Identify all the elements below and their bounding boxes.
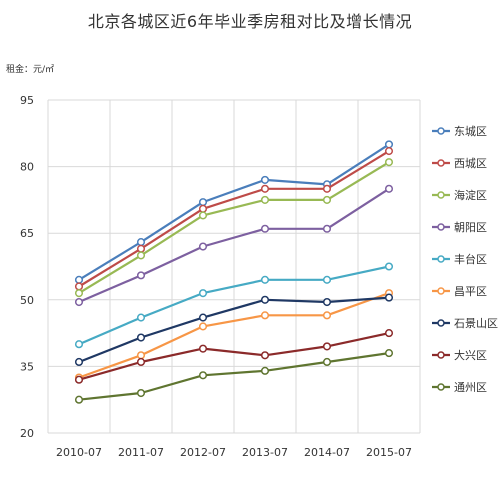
data-point bbox=[136, 388, 146, 398]
data-point bbox=[260, 275, 270, 284]
legend-label: 朝阳区 bbox=[454, 221, 487, 234]
legend-marker bbox=[437, 223, 445, 231]
data-point bbox=[74, 297, 84, 307]
series-line bbox=[78, 161, 390, 295]
y-tick-label: 65 bbox=[20, 227, 34, 240]
data-point bbox=[260, 175, 270, 184]
data-point bbox=[322, 195, 332, 204]
data-point bbox=[198, 344, 208, 353]
series-line bbox=[78, 187, 390, 304]
data-point bbox=[74, 375, 84, 384]
data-point bbox=[136, 244, 146, 253]
legend-label: 大兴区 bbox=[454, 348, 487, 362]
y-tick-label: 20 bbox=[20, 427, 34, 440]
data-point bbox=[322, 342, 332, 351]
legend-label: 石景山区 bbox=[454, 317, 498, 330]
data-point bbox=[384, 140, 394, 149]
data-point bbox=[260, 311, 270, 320]
x-tick-label: 2015-07 bbox=[366, 446, 412, 459]
x-tick-label: 2011-07 bbox=[118, 446, 164, 459]
data-point bbox=[198, 313, 208, 322]
data-point bbox=[198, 211, 208, 220]
series-line bbox=[78, 265, 390, 346]
legend-label: 海淀区 bbox=[454, 188, 487, 202]
series-line bbox=[78, 296, 390, 364]
legend-marker bbox=[437, 127, 445, 135]
legend-label: 丰台区 bbox=[454, 252, 487, 266]
series-line bbox=[78, 292, 390, 379]
data-point bbox=[322, 297, 332, 307]
data-point bbox=[198, 204, 208, 213]
series-line bbox=[78, 332, 390, 381]
legend-marker bbox=[437, 255, 445, 263]
x-tick-label: 2014-07 bbox=[304, 446, 350, 459]
data-point bbox=[384, 262, 394, 271]
data-point bbox=[384, 293, 394, 302]
data-point bbox=[384, 349, 394, 358]
data-point bbox=[74, 340, 84, 349]
data-point bbox=[260, 224, 270, 233]
legend-marker bbox=[437, 287, 445, 295]
data-point bbox=[198, 242, 208, 251]
y-tick-label: 35 bbox=[20, 360, 34, 373]
data-point bbox=[322, 184, 332, 193]
data-point bbox=[322, 311, 332, 320]
data-point bbox=[322, 275, 332, 284]
data-point bbox=[198, 289, 208, 298]
data-point bbox=[74, 289, 84, 298]
y-axis-unit-label: 租金：元/㎡ bbox=[6, 65, 55, 75]
data-point bbox=[384, 329, 394, 338]
data-point bbox=[260, 195, 270, 204]
y-tick-label: 50 bbox=[20, 294, 34, 307]
data-point bbox=[198, 322, 208, 331]
legend-marker bbox=[437, 383, 445, 391]
legend-label: 通州区 bbox=[454, 381, 487, 394]
x-tick-label: 2010-07 bbox=[56, 446, 102, 459]
legend-label: 西城区 bbox=[454, 157, 487, 170]
data-point bbox=[260, 351, 270, 360]
series-line bbox=[78, 150, 390, 288]
legend-marker bbox=[437, 191, 445, 199]
data-point bbox=[260, 366, 270, 375]
legend-label: 东城区 bbox=[454, 125, 487, 138]
x-tick-label: 2013-07 bbox=[242, 446, 288, 459]
y-tick-label: 95 bbox=[20, 94, 34, 107]
series-line bbox=[78, 352, 390, 401]
data-point bbox=[136, 313, 146, 322]
y-tick-label: 80 bbox=[20, 161, 34, 174]
legend-marker bbox=[437, 159, 445, 167]
data-point bbox=[322, 224, 332, 233]
data-point bbox=[260, 295, 270, 304]
data-point bbox=[136, 357, 146, 367]
data-point bbox=[74, 395, 84, 404]
series-line bbox=[78, 143, 390, 281]
data-point bbox=[198, 371, 208, 380]
data-point bbox=[198, 198, 208, 207]
chart-title: 北京各城区近6年毕业季房租对比及增长情况 bbox=[87, 12, 413, 31]
data-point bbox=[136, 251, 146, 260]
data-point bbox=[322, 357, 332, 367]
data-point bbox=[136, 351, 146, 360]
data-point bbox=[384, 158, 394, 167]
data-point bbox=[74, 282, 84, 291]
legend-label: 昌平区 bbox=[454, 285, 487, 298]
legend-marker bbox=[437, 319, 445, 327]
legend-marker bbox=[437, 351, 445, 359]
x-tick-label: 2012-07 bbox=[180, 446, 226, 459]
data-point bbox=[74, 275, 84, 284]
data-point bbox=[384, 147, 394, 156]
data-point bbox=[74, 357, 84, 367]
data-point bbox=[136, 333, 146, 342]
data-point bbox=[384, 184, 394, 193]
data-point bbox=[260, 184, 270, 193]
data-point bbox=[136, 271, 146, 280]
data-point bbox=[136, 238, 146, 247]
